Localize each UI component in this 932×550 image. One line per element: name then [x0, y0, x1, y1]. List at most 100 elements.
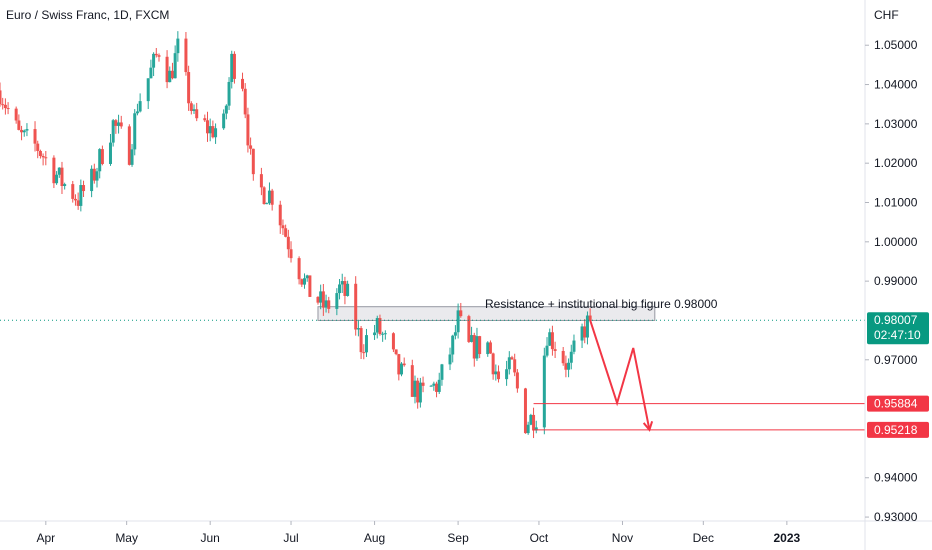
- candle[interactable]: [3, 98, 7, 115]
- candle[interactable]: [494, 364, 498, 381]
- candle[interactable]: [532, 407, 536, 439]
- candle[interactable]: [149, 59, 153, 79]
- candle[interactable]: [467, 314, 471, 344]
- candle[interactable]: [362, 344, 366, 360]
- candle[interactable]: [135, 103, 139, 116]
- projection-path[interactable]: [589, 319, 651, 431]
- candle[interactable]: [324, 294, 328, 313]
- candle[interactable]: [262, 186, 266, 205]
- candle[interactable]: [246, 107, 250, 153]
- candle[interactable]: [550, 325, 554, 356]
- candle[interactable]: [60, 161, 64, 195]
- candle[interactable]: [542, 347, 546, 435]
- candle[interactable]: [286, 229, 290, 258]
- candle[interactable]: [22, 129, 26, 137]
- candle[interactable]: [510, 355, 514, 360]
- candle[interactable]: [232, 51, 236, 84]
- candle[interactable]: [429, 384, 433, 387]
- candle[interactable]: [359, 326, 363, 360]
- candle[interactable]: [545, 337, 549, 358]
- candle[interactable]: [44, 150, 48, 166]
- candle[interactable]: [38, 149, 42, 159]
- candle[interactable]: [564, 355, 568, 378]
- candle[interactable]: [486, 341, 490, 357]
- candle[interactable]: [73, 194, 77, 206]
- candle[interactable]: [71, 180, 75, 203]
- candle[interactable]: [55, 171, 59, 185]
- candle[interactable]: [251, 148, 255, 181]
- candle[interactable]: [391, 332, 395, 353]
- candle[interactable]: [381, 331, 385, 342]
- candle[interactable]: [340, 273, 344, 294]
- candle[interactable]: [453, 325, 457, 340]
- candle[interactable]: [588, 308, 592, 321]
- candle[interactable]: [513, 353, 517, 377]
- candle[interactable]: [497, 365, 501, 383]
- candle[interactable]: [278, 200, 282, 234]
- candle[interactable]: [572, 334, 576, 355]
- candle[interactable]: [397, 353, 401, 381]
- candle[interactable]: [470, 326, 474, 343]
- candle[interactable]: [529, 413, 533, 426]
- candle[interactable]: [472, 332, 476, 367]
- candle[interactable]: [170, 62, 174, 80]
- candle[interactable]: [402, 357, 406, 367]
- candle[interactable]: [378, 314, 382, 336]
- candle[interactable]: [413, 375, 417, 404]
- candle[interactable]: [526, 421, 530, 435]
- candle[interactable]: [90, 165, 94, 198]
- candle[interactable]: [319, 284, 323, 310]
- candle[interactable]: [505, 360, 509, 386]
- candle[interactable]: [41, 153, 45, 166]
- candle[interactable]: [289, 241, 293, 263]
- candle[interactable]: [569, 344, 573, 370]
- candle[interactable]: [241, 72, 245, 92]
- candle[interactable]: [117, 114, 121, 134]
- candle[interactable]: [459, 302, 463, 318]
- candle[interactable]: [437, 372, 441, 394]
- candle[interactable]: [92, 163, 96, 184]
- candle[interactable]: [394, 349, 398, 356]
- candle[interactable]: [205, 111, 209, 142]
- candle[interactable]: [410, 359, 414, 398]
- candle[interactable]: [127, 124, 131, 166]
- candle[interactable]: [108, 133, 112, 166]
- candle[interactable]: [488, 340, 492, 354]
- candle[interactable]: [475, 327, 479, 361]
- candle[interactable]: [440, 363, 444, 386]
- candle[interactable]: [456, 303, 460, 339]
- candle[interactable]: [6, 102, 10, 115]
- candle[interactable]: [335, 288, 339, 316]
- candle[interactable]: [187, 65, 191, 111]
- candle[interactable]: [0, 82, 2, 107]
- candle[interactable]: [416, 377, 420, 409]
- candle[interactable]: [316, 296, 320, 305]
- candle[interactable]: [57, 167, 61, 178]
- candle[interactable]: [98, 148, 102, 179]
- candle[interactable]: [478, 335, 482, 359]
- candle[interactable]: [17, 114, 21, 131]
- candle[interactable]: [227, 77, 231, 111]
- candle[interactable]: [36, 140, 40, 159]
- candle[interactable]: [243, 83, 247, 119]
- candle[interactable]: [400, 362, 404, 377]
- candle[interactable]: [138, 93, 142, 113]
- candle[interactable]: [281, 219, 285, 235]
- candle[interactable]: [119, 115, 123, 129]
- candle[interactable]: [25, 123, 29, 137]
- candle[interactable]: [383, 330, 387, 340]
- candle[interactable]: [33, 121, 37, 152]
- candle[interactable]: [249, 137, 253, 155]
- candle[interactable]: [176, 31, 180, 62]
- candle[interactable]: [515, 369, 519, 393]
- candle[interactable]: [192, 104, 196, 114]
- candle[interactable]: [548, 328, 552, 346]
- candle[interactable]: [373, 324, 377, 340]
- candle[interactable]: [585, 311, 589, 345]
- candle[interactable]: [580, 323, 584, 349]
- candle[interactable]: [421, 376, 425, 393]
- candle[interactable]: [448, 347, 452, 371]
- candle[interactable]: [168, 66, 172, 83]
- candle[interactable]: [20, 125, 24, 141]
